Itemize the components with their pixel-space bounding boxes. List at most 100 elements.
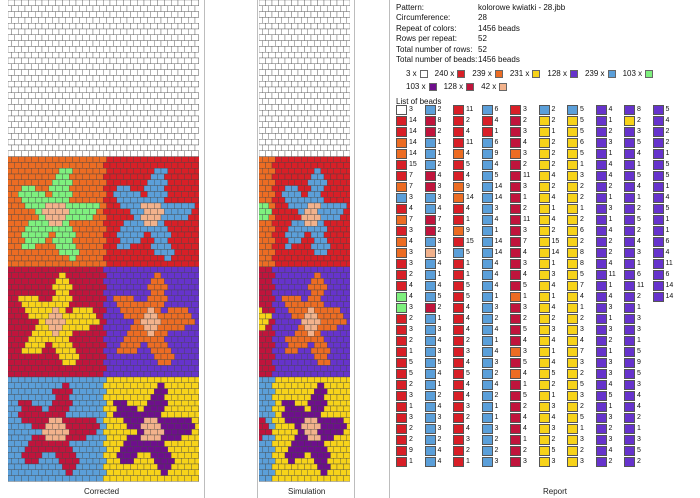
bead-swatch <box>538 292 550 302</box>
legend-swatch <box>419 69 428 78</box>
info-label: Pattern: <box>396 3 425 12</box>
bead-count: 4 <box>580 293 584 300</box>
bead-count: 5 <box>523 326 527 333</box>
bead-count: 1 <box>608 282 613 289</box>
bead-list-item: 4 <box>595 379 622 390</box>
legend-swatch <box>569 69 578 78</box>
bead-swatch <box>538 182 550 192</box>
bead-list-item: 4 <box>424 203 451 214</box>
bead-list-item: 1 <box>538 126 565 137</box>
bead-swatch <box>481 226 493 236</box>
bead-swatch <box>481 457 493 467</box>
legend-item: 239 x <box>472 69 503 78</box>
legend-count: 240 x <box>434 69 455 78</box>
bead-list-item: 4 <box>510 137 536 148</box>
bead-swatch <box>624 424 635 434</box>
bead-list-item: 3 <box>624 126 650 137</box>
legend-item: 103 x <box>623 69 654 78</box>
bead-list-item: 1 <box>453 214 479 225</box>
bead-swatch <box>424 248 436 258</box>
bead-list-item: 4 <box>652 115 679 126</box>
bead-list-item: 4 <box>453 324 479 335</box>
bead-list-item: 5 <box>538 368 565 379</box>
bead-list-item: 5 <box>396 368 422 379</box>
bead-swatch <box>510 358 521 368</box>
bead-swatch <box>624 215 635 225</box>
bead-count: 3 <box>580 392 584 399</box>
bead-swatch <box>567 116 578 126</box>
legend-swatch <box>532 69 541 78</box>
bead-count: 14 <box>494 249 503 256</box>
bead-list-item: 3 <box>510 104 536 115</box>
bead-swatch <box>624 193 635 203</box>
bead-list-item: 1 <box>424 313 451 324</box>
bead-swatch <box>453 413 464 423</box>
bead-swatch <box>396 259 407 269</box>
bead-swatch <box>595 149 607 159</box>
bead-list-item: 2 <box>624 203 650 214</box>
bead-list-item: 1 <box>567 423 593 434</box>
bead-count: 14 <box>409 139 417 146</box>
bead-count: 4 <box>466 392 470 399</box>
bead-list-item: 4 <box>481 346 508 357</box>
bead-swatch <box>595 380 607 390</box>
bead-swatch <box>481 413 493 423</box>
bead-swatch <box>396 303 407 313</box>
bead-list-item: 2 <box>396 379 422 390</box>
bead-swatch <box>567 171 578 181</box>
bead-list-item: 4 <box>396 236 422 247</box>
bead-count: 1 <box>494 403 499 410</box>
bead-list-item: 2 <box>424 104 451 115</box>
bead-swatch <box>538 160 550 170</box>
bead-count: 3 <box>409 249 413 256</box>
bead-count: 5 <box>665 161 670 168</box>
bead-swatch <box>624 270 635 280</box>
bead-count: 14 <box>551 249 560 256</box>
bead-count: 5 <box>665 205 670 212</box>
bead-swatch <box>510 369 521 379</box>
bead-count: 5 <box>637 216 641 223</box>
bead-count: 2 <box>523 117 527 124</box>
bead-count: 7 <box>580 348 584 355</box>
bead-count: 5 <box>580 106 584 113</box>
bead-count: 3 <box>437 194 442 201</box>
bead-list-item: 3 <box>481 423 508 434</box>
bead-swatch <box>510 325 521 335</box>
bead-list-item: 4 <box>424 445 451 456</box>
bead-swatch <box>624 435 635 445</box>
bead-list-item: 3 <box>510 148 536 159</box>
bead-count: 1 <box>437 139 442 146</box>
bead-list-item: 4 <box>595 170 622 181</box>
bead-list-item: 11 <box>652 258 679 269</box>
bead-count: 4 <box>494 381 499 388</box>
bead-swatch <box>396 424 407 434</box>
bead-list-item: 9 <box>481 148 508 159</box>
bead-list-item: 3 <box>424 423 451 434</box>
bead-count: 4 <box>466 359 470 366</box>
bead-list-item: 4 <box>538 335 565 346</box>
bead-count: 4 <box>466 172 470 179</box>
bead-swatch <box>595 204 607 214</box>
bead-count: 1 <box>580 161 584 168</box>
bead-list-item: 2 <box>595 126 622 137</box>
bead-count: 2 <box>437 304 442 311</box>
bead-swatch <box>453 380 464 390</box>
bead-swatch <box>424 226 436 236</box>
bead-count: 5 <box>551 447 556 454</box>
bead-list-item: 2 <box>538 181 565 192</box>
bead-count: 2 <box>437 128 442 135</box>
bead-list-item: 2 <box>424 126 451 137</box>
bead-swatch <box>595 435 607 445</box>
bead-swatch <box>595 160 607 170</box>
info-label: Total number of rows: <box>396 44 473 54</box>
bead-list-item: 1 <box>538 258 565 269</box>
bead-count: 4 <box>551 194 556 201</box>
bead-list-item: 1 <box>538 346 565 357</box>
bead-list-item: 5 <box>567 269 593 280</box>
bead-list-item: 11 <box>595 269 622 280</box>
bead-swatch <box>510 149 521 159</box>
bead-swatch <box>624 226 635 236</box>
bead-swatch <box>624 248 635 258</box>
bead-count: 8 <box>437 117 442 124</box>
bead-swatch <box>652 270 664 280</box>
